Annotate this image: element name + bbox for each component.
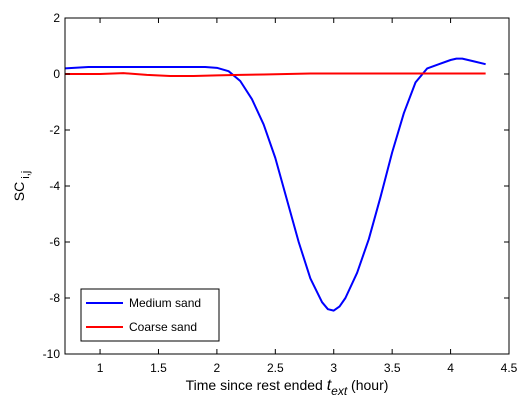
y-tick-label: -8 xyxy=(49,291,60,305)
legend-label-2: Coarse sand xyxy=(129,320,197,334)
series-layer xyxy=(64,57,486,312)
series-line-2 xyxy=(65,72,486,77)
y-tick-label: 2 xyxy=(53,11,60,25)
x-tick-label: 1 xyxy=(97,361,104,375)
x-tick-label: 4.5 xyxy=(501,361,518,375)
y-tick-label: 0 xyxy=(53,67,60,81)
x-tick-label: 3 xyxy=(330,361,337,375)
y-tick-label: -4 xyxy=(49,179,60,193)
legend-box xyxy=(80,288,220,342)
axes: 1 1.5 2 2.5 3 3.5 4 4.5 2 0 -2 -4 -6 -8 -10 xyxy=(43,11,518,375)
x-axis-label: Time since rest ended text (hour) xyxy=(186,377,389,398)
y-tick-label: -6 xyxy=(49,235,60,249)
legend: Medium sand Coarse sand xyxy=(80,288,220,342)
y-tick-label: -10 xyxy=(43,347,61,361)
x-tick-label: 3.5 xyxy=(384,361,401,375)
legend-label-1: Medium sand xyxy=(129,296,201,310)
x-tick-label: 4 xyxy=(447,361,454,375)
y-axis-label: SCi,j xyxy=(11,171,32,201)
x-tick-label: 1.5 xyxy=(150,361,167,375)
x-tick-label: 2 xyxy=(214,361,221,375)
x-tick-label: 2.5 xyxy=(267,361,284,375)
y-tick-label: -2 xyxy=(49,123,60,137)
series-line-1 xyxy=(64,57,486,312)
